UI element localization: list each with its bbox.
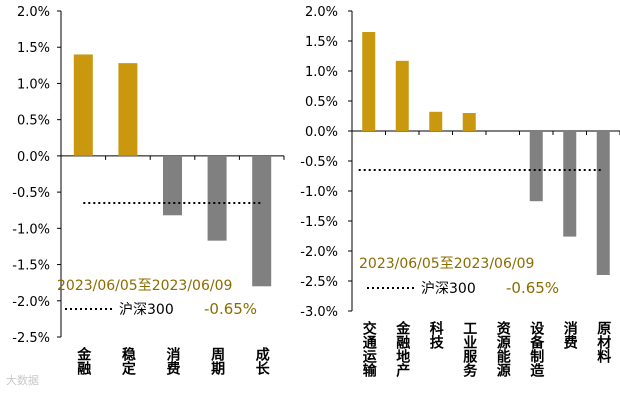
category-label: 金融 (75, 346, 92, 376)
category-label: 周期 (209, 347, 225, 376)
bar-5 (252, 155, 272, 287)
category-label: 金融地产 (394, 320, 411, 378)
watermark-text: 大数据 (6, 374, 39, 387)
y-tick-label: 0.0% (305, 125, 338, 140)
legend-series-name: 沪深300 (119, 302, 174, 318)
chart-panel-2: 2.0% 1.5% 1.0% 0.5% 0.0% -0.5% -1.0% -1.5% -2.0%… (300, 5, 620, 378)
annotation-period: 2023/06/05至2023/06/09 (57, 278, 232, 294)
bar-3 (163, 155, 182, 216)
bar-1 (362, 32, 376, 131)
y-tick-label: -3.0% (300, 305, 338, 320)
category-label: 成长 (254, 346, 270, 376)
y-tick-label: 0.5% (305, 95, 338, 110)
category-label: 消费 (165, 346, 181, 376)
y-tick-label: -1.0% (12, 222, 50, 237)
chart-panel-1: 2.0% 1.5% 1.0% 0.5% 0.0% -0.5% -1.0% -1.5% -2.0%… (12, 5, 285, 376)
bar-8 (596, 131, 610, 275)
y-tick-label: 1.0% (305, 65, 338, 80)
category-label: 原材料 (595, 321, 611, 364)
category-label: 资源能源 (495, 320, 511, 378)
category-label: 消费 (562, 320, 578, 350)
y-tick-label: 2.0% (305, 5, 338, 20)
y-tick-label: -1.5% (12, 259, 50, 274)
y-tick-label: -0.5% (12, 186, 50, 201)
y-tick-label: 1.5% (305, 35, 338, 50)
y-tick-label: -2.5% (12, 331, 50, 346)
bar-2 (395, 60, 409, 131)
bar-3 (429, 111, 443, 131)
y-tick-label: -1.5% (300, 215, 338, 230)
bar-1 (73, 54, 93, 156)
legend-series-name: 沪深300 (421, 281, 476, 297)
bar-4 (462, 113, 476, 131)
y-tick-label: -2.0% (12, 295, 50, 310)
y-tick-label: 1.5% (17, 41, 50, 56)
y-tick-label: 1.0% (17, 77, 50, 92)
legend-series-value: -0.65% (204, 300, 257, 318)
annotation-period: 2023/06/05至2023/06/09 (359, 256, 534, 272)
y-tick-label: -2.5% (300, 275, 338, 290)
y-tick-label: -1.0% (300, 185, 338, 200)
bar-6 (529, 131, 543, 202)
category-label: 设备制造 (528, 321, 545, 378)
y-tick-label: 0.0% (17, 150, 50, 165)
y-tick-label: 0.5% (17, 114, 50, 129)
category-label: 工业服务 (461, 321, 477, 378)
legend-series-value: -0.65% (506, 279, 559, 297)
y-tick-label: -0.5% (300, 155, 338, 170)
y-tick-label: -2.0% (300, 245, 338, 260)
y-tick-label: 2.0% (17, 5, 50, 20)
bar-7 (563, 131, 577, 237)
category-label: 科技 (428, 320, 444, 350)
category-label: 稳定 (120, 346, 136, 376)
category-label: 交通运输 (361, 320, 377, 378)
bar-2 (118, 63, 138, 156)
bar-4 (207, 155, 227, 241)
